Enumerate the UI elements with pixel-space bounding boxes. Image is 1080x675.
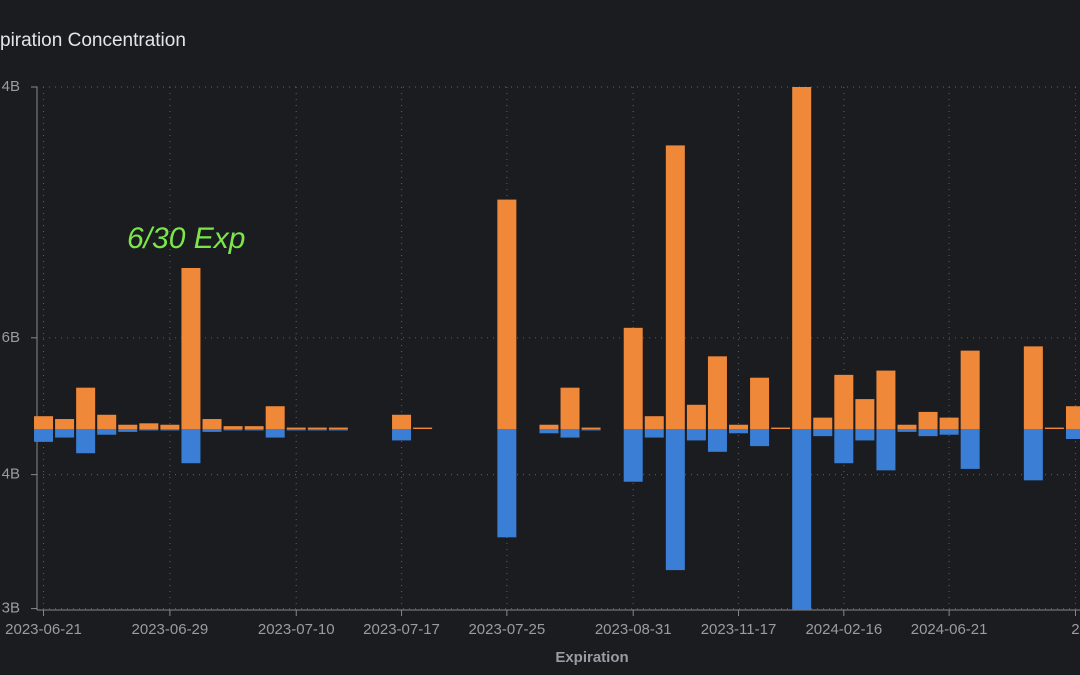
x-tick-label: 2024-02-16 [805, 621, 882, 638]
bar [328, 427, 348, 430]
bar [76, 429, 96, 454]
bar [939, 417, 959, 430]
bar [834, 429, 854, 464]
bar [286, 427, 306, 430]
bar [181, 267, 201, 430]
bar [160, 429, 180, 431]
bar [202, 419, 222, 430]
bar [560, 387, 580, 430]
bar [623, 429, 643, 482]
bar [897, 424, 917, 430]
y-tick-label: 4B [2, 78, 20, 95]
bar [539, 424, 559, 430]
bar [792, 87, 812, 430]
bar [392, 429, 412, 441]
x-tick-label: 2023-06-21 [5, 621, 82, 638]
bar [729, 424, 749, 430]
bar [560, 429, 580, 438]
bar [307, 427, 327, 430]
x-tick-label: 2023-08-31 [595, 621, 672, 638]
bar [855, 429, 875, 441]
bar [707, 429, 727, 452]
bar [97, 414, 117, 430]
bar [539, 429, 559, 434]
x-tick-label: 2023-06-29 [132, 621, 209, 638]
bar [223, 429, 243, 431]
bar [665, 429, 685, 571]
bar [76, 387, 96, 430]
bar [581, 429, 601, 431]
bar [1065, 429, 1080, 439]
bar [244, 426, 264, 430]
chart-title: piration Concentration [0, 30, 186, 51]
bar [307, 429, 327, 431]
bar [855, 399, 875, 430]
bar [392, 414, 412, 430]
bar [1065, 406, 1080, 430]
bar [97, 429, 117, 435]
x-axis-label: Expiration [555, 649, 628, 666]
x-tick-label: 2023-07-17 [363, 621, 440, 638]
x-tick-label: 2024-06-21 [911, 621, 988, 638]
bar [55, 429, 75, 438]
bar [813, 417, 833, 430]
bar [328, 429, 348, 431]
bar [729, 429, 749, 434]
bar [750, 429, 770, 447]
bar [686, 429, 706, 441]
bar [1044, 427, 1064, 430]
bar [202, 429, 222, 432]
x-tick-label: 2023-07-10 [258, 621, 335, 638]
bar [413, 427, 433, 430]
y-tick-label: 3B [2, 600, 20, 617]
bar [286, 429, 306, 431]
bar [1023, 346, 1043, 430]
bar [897, 429, 917, 432]
bar [223, 426, 243, 430]
bar [181, 429, 201, 464]
y-tick-label: 4B [2, 466, 20, 483]
bar [771, 427, 791, 430]
bar [265, 406, 285, 430]
bar [876, 429, 896, 471]
bar [497, 199, 517, 430]
bar [960, 429, 980, 469]
bar [750, 377, 770, 430]
bar [644, 429, 664, 438]
bar [623, 327, 643, 430]
bar [960, 350, 980, 430]
bar [686, 404, 706, 430]
bar [34, 429, 54, 442]
y-tick-label: 6B [2, 329, 20, 346]
bar [118, 429, 138, 432]
bar [644, 416, 664, 430]
bar [792, 429, 812, 610]
bar [244, 429, 264, 431]
x-tick-label: 2 [1071, 621, 1079, 638]
bar [118, 424, 138, 430]
x-tick-label: 2023-11-17 [701, 621, 777, 638]
bar [139, 423, 159, 430]
annotation: 6/30 Exp [127, 222, 245, 255]
bar [834, 374, 854, 430]
bar [55, 419, 75, 430]
bar [581, 427, 601, 430]
x-tick-label: 2023-07-25 [468, 621, 545, 638]
bar [160, 424, 180, 430]
bar [265, 429, 285, 438]
bar [665, 145, 685, 430]
bar [34, 416, 54, 430]
bar [497, 429, 517, 538]
bar [918, 429, 938, 437]
bar [876, 370, 896, 430]
bar [918, 411, 938, 430]
bar [707, 356, 727, 430]
bar [813, 429, 833, 437]
bar [139, 429, 159, 431]
bar [1023, 429, 1043, 481]
bar [939, 429, 959, 435]
